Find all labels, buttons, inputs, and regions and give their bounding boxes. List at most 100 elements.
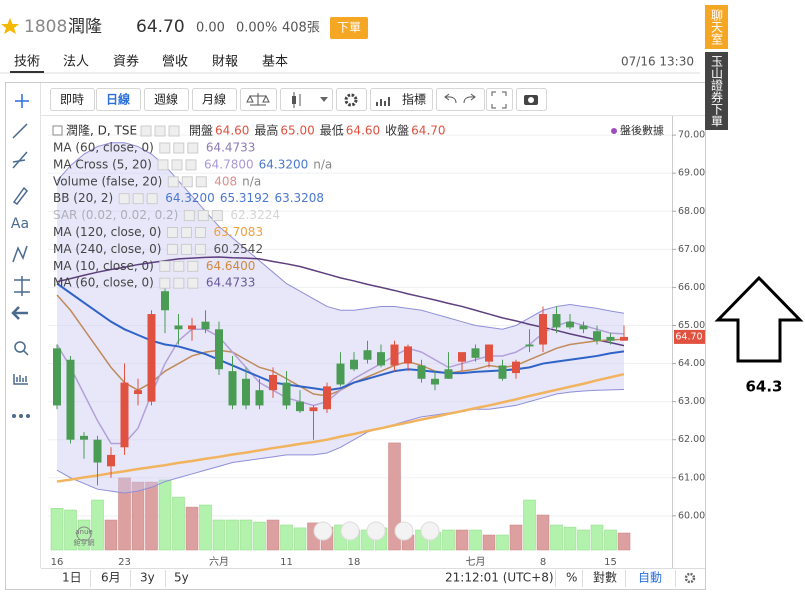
nav-button[interactable] [340, 521, 360, 541]
axis-option[interactable]: % [566, 571, 577, 585]
legend-icon[interactable] [194, 227, 206, 238]
nav-button[interactable] [394, 521, 414, 541]
legend-icon[interactable] [157, 159, 169, 171]
range-button[interactable]: 1日 [62, 571, 82, 585]
tab[interactable]: 法人 [63, 55, 89, 70]
legend-icon[interactable] [194, 243, 206, 255]
toolbar-button[interactable] [192, 88, 237, 111]
candle-body [147, 314, 156, 402]
indicator-row: Volume (false, 20) 408 n/a [53, 174, 261, 188]
remove-tool[interactable] [11, 306, 28, 320]
trendline-tool[interactable] [12, 123, 28, 139]
ohlc-value: 64.60 [346, 124, 380, 138]
legend-icon[interactable] [173, 142, 185, 154]
brush-tool[interactable] [12, 186, 28, 206]
range-button[interactable]: 5y [174, 571, 189, 585]
range-button[interactable]: 3y [140, 571, 155, 585]
axis-option[interactable]: 對數 [593, 571, 617, 585]
broker-tag[interactable] [705, 52, 728, 130]
legend-icon[interactable] [180, 227, 192, 238]
toolbar-button[interactable] [50, 88, 95, 111]
legend-icon[interactable] [173, 277, 185, 289]
chat-tag-label[interactable]: 聊天室 [710, 9, 724, 45]
camera-lens[interactable] [528, 97, 534, 103]
toolbar-button-label[interactable]: 即時 [60, 93, 84, 107]
tab[interactable]: 資券 [113, 54, 139, 70]
legend-icon[interactable] [173, 260, 185, 272]
undo-icon[interactable] [444, 93, 457, 104]
toolbar-button-label[interactable]: 日線 [106, 92, 130, 107]
nav-button[interactable] [366, 521, 386, 541]
toolbar-button-label[interactable]: 指標 [402, 92, 426, 107]
legend-icon[interactable] [211, 210, 223, 222]
legend-icon[interactable] [187, 260, 199, 272]
zoom-tool[interactable] [14, 341, 26, 353]
legend-icon[interactable] [140, 125, 152, 137]
order-button[interactable] [330, 17, 368, 39]
tab[interactable]: 營收 [162, 55, 188, 70]
toolbar-button-label[interactable]: 月線 [202, 92, 226, 107]
nav-button[interactable] [313, 521, 333, 541]
legend-icon[interactable] [187, 277, 199, 289]
favorite-star[interactable] [1, 18, 19, 34]
chat-tag[interactable] [705, 5, 728, 49]
axis-option[interactable]: 自動 [638, 571, 662, 585]
clock: 21:12:01 (UTC+8) [445, 571, 554, 585]
legend-icon[interactable] [132, 193, 144, 205]
bottom-settings-icon[interactable] [684, 572, 696, 584]
legend-icon[interactable] [180, 243, 192, 255]
settings-icon[interactable] [344, 93, 358, 107]
legend-icon[interactable] [154, 125, 166, 137]
volume-bar [199, 504, 212, 551]
candle-body [242, 378, 250, 406]
chart-style-tool[interactable] [13, 374, 28, 385]
tab[interactable]: 基本 [262, 55, 288, 70]
indicator-name: MA Cross (5, 20) [53, 157, 152, 171]
legend-icon[interactable] [195, 176, 207, 188]
legend-icon[interactable] [159, 142, 171, 154]
text-tool[interactable]: Aa [11, 216, 29, 232]
scale-icon[interactable] [246, 93, 270, 106]
legend-icon[interactable] [118, 193, 130, 205]
dropdown-icon[interactable] [320, 97, 328, 102]
indicator-row: MA (120, close, 0) 63.7083 [53, 225, 263, 239]
legend-icon[interactable] [187, 142, 199, 154]
toolbar-icon-button[interactable] [336, 88, 367, 111]
toolbar-button[interactable] [144, 88, 189, 111]
candle-body [201, 321, 210, 330]
candle-body [161, 291, 169, 311]
measure-tool[interactable] [14, 276, 30, 296]
legend-icon[interactable] [181, 176, 193, 188]
nav-button[interactable] [420, 521, 440, 541]
pattern-tool[interactable] [12, 245, 28, 263]
more-tools[interactable] [12, 414, 30, 418]
legend-icon[interactable] [159, 277, 171, 289]
legend-icon[interactable] [171, 159, 183, 171]
redo-icon[interactable] [463, 93, 476, 104]
legend-icon[interactable] [166, 227, 178, 238]
tab[interactable]: 技術 [14, 55, 40, 70]
toolbar-icon-button[interactable] [486, 88, 513, 111]
toolbar-icon-button[interactable] [436, 88, 485, 111]
legend-icon[interactable] [146, 193, 158, 205]
legend-icon[interactable] [168, 125, 180, 137]
candle-icon-body[interactable] [292, 96, 296, 104]
legend-icon[interactable] [166, 243, 178, 255]
crosshair-tool[interactable] [15, 94, 29, 108]
range-button[interactable]: 6月 [101, 571, 121, 585]
fullscreen-icon[interactable] [491, 91, 507, 109]
collapse-icon[interactable] [52, 125, 63, 136]
legend-icon[interactable] [159, 260, 171, 272]
legend-icon[interactable] [183, 210, 195, 222]
order-button-label[interactable]: 下單 [337, 21, 361, 35]
fib-tool[interactable] [12, 151, 28, 169]
broker-tag-label[interactable]: 玉山證券下單 [710, 55, 724, 127]
legend-icon[interactable] [167, 176, 179, 188]
indicator-icon[interactable] [376, 97, 390, 106]
toolbar-button[interactable] [96, 88, 141, 111]
legend-icon[interactable] [185, 159, 197, 171]
tab[interactable]: 財報 [212, 55, 238, 70]
after-hours-label[interactable]: 盤後數據 [620, 123, 664, 137]
legend-icon[interactable] [197, 210, 209, 222]
toolbar-button-label[interactable]: 週線 [154, 92, 178, 107]
